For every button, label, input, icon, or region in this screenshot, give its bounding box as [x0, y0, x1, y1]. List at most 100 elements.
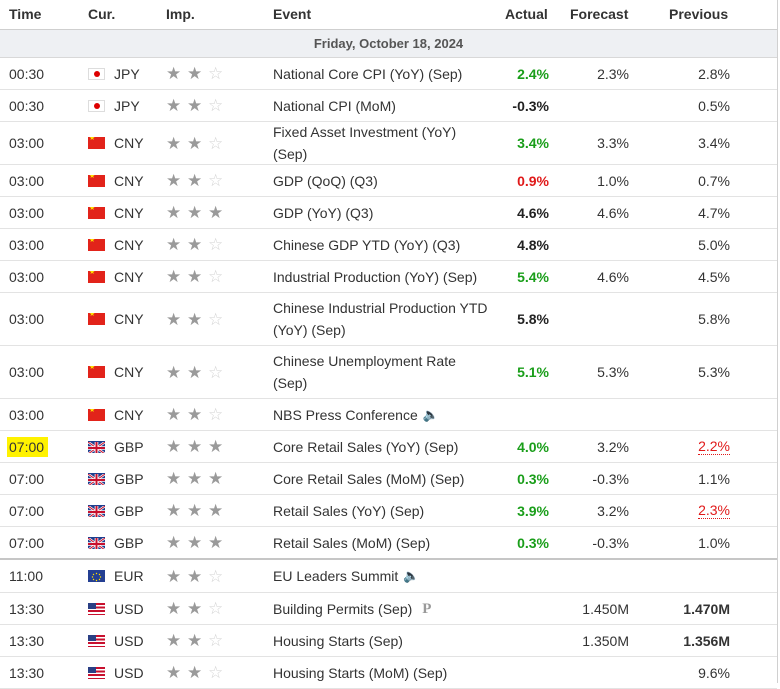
table-row[interactable]: 07:00 GBP ★ ★ ★ Retail Sales (MoM) (Sep) 0.3% -… [0, 527, 777, 560]
star-filled-icon: ★ [187, 171, 203, 190]
table-row[interactable]: 07:00 GBP ★ ★ ★ Retail Sales (YoY) (Sep) 3.9% 3… [0, 495, 777, 527]
actual-cell: 3.4% [500, 122, 549, 164]
previous-cell[interactable]: 2.2% [650, 431, 730, 462]
date-row: Friday, October 18, 2024 [0, 30, 777, 58]
table-row[interactable]: 03:00 CNY ★ ★ ☆ GDP (QoQ) (Q3) 0.9% 1.0% 0.7% [0, 165, 777, 197]
event-name[interactable]: Chinese Unemployment Rate (Sep) [273, 353, 456, 391]
actual-value: 3.9% [517, 502, 549, 519]
star-filled-icon: ★ [187, 203, 203, 222]
currency-code: USD [114, 632, 144, 649]
table-row[interactable]: 03:00CNY★★☆Chinese Industrial Production… [0, 293, 777, 346]
event-name[interactable]: National CPI (MoM) [273, 97, 396, 114]
event-name[interactable]: EU Leaders Summit [273, 568, 399, 584]
header-currency[interactable]: Cur. [88, 6, 116, 22]
currency-cell: CNY [114, 229, 154, 260]
table-row[interactable]: 03:00CNY★★☆Chinese Unemployment Rate (Se… [0, 346, 777, 399]
forecast-value: -0.3% [592, 534, 629, 551]
event-name[interactable]: National Core CPI (YoY) (Sep) [273, 65, 463, 82]
header-time[interactable]: Time [9, 6, 42, 22]
table-row[interactable]: 11:00 EUR ★ ★ ☆ EU Leaders Summit 🔈 [0, 560, 777, 593]
table-row[interactable]: 03:00CNY★★☆Fixed Asset Investment (YoY) … [0, 122, 777, 165]
star-filled-icon: ★ [166, 309, 182, 329]
event-cell[interactable]: EU Leaders Summit 🔈 [273, 560, 493, 592]
table-row[interactable]: 03:00 CNY ★ ★ ☆ Industrial Production (YoY) (… [0, 261, 777, 293]
event-cell[interactable]: Industrial Production (YoY) (Sep) [273, 261, 493, 292]
flag-cell [88, 122, 110, 164]
table-row[interactable]: 03:00 CNY ★ ★ ☆ NBS Press Conference🔈 [0, 399, 777, 431]
actual-cell: 5.1% [500, 346, 549, 398]
star-filled-icon: ★ [187, 133, 203, 153]
star-filled-icon: ★ [166, 235, 182, 254]
japan-flag-icon [88, 67, 105, 80]
event-cell[interactable]: Retail Sales (MoM) (Sep) [273, 527, 493, 558]
event-cell[interactable]: Core Retail Sales (YoY) (Sep) [273, 431, 493, 462]
previous-cell: 4.5% [650, 261, 730, 292]
table-row[interactable]: 00:30 JPY ★ ★ ☆ National CPI (MoM) -0.3% 0.5% [0, 90, 777, 122]
flag-cell [88, 495, 110, 526]
event-time: 03:00 [9, 406, 45, 423]
table-row[interactable]: 13:30 USD ★ ★ ☆ Building Permits (Sep) P 1.450M… [0, 593, 777, 625]
previous-value: 1.1% [698, 470, 730, 487]
event-cell[interactable]: Chinese Unemployment Rate (Sep) [273, 346, 493, 398]
us-flag-icon [88, 666, 105, 679]
table-row[interactable]: 03:00 CNY ★ ★ ★ GDP (YoY) (Q3) 4.6% 4.6% 4.7% [0, 197, 777, 229]
us-flag-icon [88, 602, 105, 615]
event-name[interactable]: Fixed Asset Investment (YoY) (Sep) [273, 124, 457, 162]
time-cell: 07:00 [9, 495, 69, 526]
event-cell[interactable]: GDP (YoY) (Q3) [273, 197, 493, 228]
event-cell[interactable]: Housing Starts (Sep) [273, 625, 493, 656]
event-cell[interactable]: Housing Starts (MoM) (Sep) [273, 657, 493, 688]
event-cell[interactable]: Fixed Asset Investment (YoY) (Sep) [273, 122, 493, 164]
previous-value: 5.8% [698, 311, 730, 327]
currency-code: CNY [114, 268, 144, 285]
event-cell[interactable]: Core Retail Sales (MoM) (Sep) [273, 463, 493, 494]
currency-code: GBP [114, 534, 144, 551]
star-filled-icon: ★ [208, 203, 224, 222]
table-row[interactable]: 13:30 USD ★ ★ ☆ Housing Starts (MoM) (Sep) 9.6… [0, 657, 777, 689]
table-row[interactable]: 03:00 CNY ★ ★ ☆ Chinese GDP YTD (YoY) (Q3) 4.8… [0, 229, 777, 261]
event-cell[interactable]: NBS Press Conference 🔈 [273, 399, 493, 430]
event-name[interactable]: Building Permits (Sep) [273, 600, 413, 617]
event-cell[interactable]: National CPI (MoM) [273, 90, 493, 121]
previous-cell[interactable]: 2.3% [650, 495, 730, 526]
event-cell[interactable]: Retail Sales (YoY) (Sep) [273, 495, 493, 526]
event-name[interactable]: Core Retail Sales (MoM) (Sep) [273, 470, 465, 487]
star-filled-icon: ★ [166, 533, 182, 552]
header-event[interactable]: Event [273, 6, 312, 22]
table-row[interactable]: 13:30 USD ★ ★ ☆ Housing Starts (Sep) 1.350M 1.3… [0, 625, 777, 657]
event-cell[interactable]: National Core CPI (YoY) (Sep) [273, 58, 493, 89]
actual-value: 0.3% [517, 470, 549, 487]
event-name[interactable]: GDP (YoY) (Q3) [273, 204, 374, 221]
flag-cell [88, 657, 110, 688]
star-filled-icon: ★ [166, 64, 182, 83]
event-cell[interactable]: Chinese GDP YTD (YoY) (Q3) [273, 229, 493, 260]
event-name[interactable]: Retail Sales (MoM) (Sep) [273, 534, 431, 551]
event-name[interactable]: GDP (QoQ) (Q3) [273, 172, 378, 189]
forecast-value: 1.350M [582, 632, 629, 649]
header-actual[interactable]: Actual [505, 6, 548, 22]
flag-cell [88, 165, 110, 196]
star-filled-icon: ★ [187, 96, 203, 115]
table-row[interactable]: 07:00 GBP ★ ★ ★ Core Retail Sales (YoY) (Sep)… [0, 431, 777, 463]
event-name[interactable]: Housing Starts (MoM) (Sep) [273, 664, 448, 681]
event-name[interactable]: Retail Sales (YoY) (Sep) [273, 502, 425, 519]
china-flag-icon [88, 206, 105, 219]
flag-cell [88, 399, 110, 430]
header-importance[interactable]: Imp. [166, 6, 195, 22]
event-cell[interactable]: Building Permits (Sep) P [273, 593, 493, 624]
table-row[interactable]: 07:00 GBP ★ ★ ★ Core Retail Sales (MoM) (Sep)… [0, 463, 777, 495]
event-cell[interactable]: Chinese Industrial Production YTD (YoY) … [273, 293, 493, 345]
header-previous[interactable]: Previous [669, 6, 729, 22]
event-name[interactable]: Chinese Industrial Production YTD (YoY) … [273, 300, 488, 338]
event-cell[interactable]: GDP (QoQ) (Q3) [273, 165, 493, 196]
currency-code: CNY [114, 204, 144, 221]
event-name[interactable]: Housing Starts (Sep) [273, 632, 403, 649]
actual-value: 4.8% [517, 236, 549, 253]
header-forecast[interactable]: Forecast [570, 6, 629, 22]
event-name[interactable]: NBS Press Conference [273, 406, 418, 423]
table-row[interactable]: 00:30 JPY ★ ★ ☆ National Core CPI (YoY) (Sep)… [0, 58, 777, 90]
actual-value: 4.6% [517, 204, 549, 221]
event-name[interactable]: Core Retail Sales (YoY) (Sep) [273, 438, 459, 455]
event-name[interactable]: Chinese GDP YTD (YoY) (Q3) [273, 236, 461, 253]
event-name[interactable]: Industrial Production (YoY) (Sep) [273, 268, 478, 285]
